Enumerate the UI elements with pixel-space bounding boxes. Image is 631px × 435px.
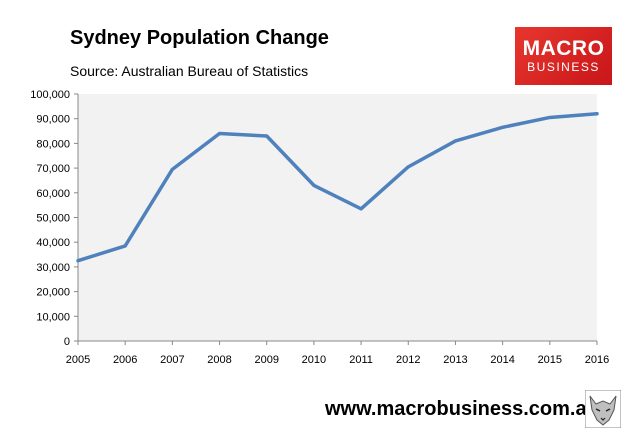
x-tick-label: 2012	[396, 354, 420, 366]
data-point	[359, 207, 363, 211]
data-point	[406, 165, 410, 169]
data-point	[548, 115, 552, 119]
data-point	[123, 244, 127, 248]
footer-url: www.macrobusiness.com.au	[325, 398, 599, 420]
chart-subtitle: Source: Australian Bureau of Statistics	[70, 63, 309, 79]
x-tick-label: 2006	[113, 354, 137, 366]
series-line	[76, 112, 599, 263]
wolf-face-icon	[584, 389, 622, 429]
x-tick-label: 2016	[585, 354, 609, 366]
data-point	[170, 167, 174, 171]
x-tick-label: 2014	[490, 354, 514, 366]
y-tick-label: 40,000	[36, 237, 70, 249]
y-tick-label: 10,000	[36, 311, 70, 323]
y-tick-label: 30,000	[36, 262, 70, 274]
logo-text-macro: MACRO	[522, 36, 605, 60]
x-tick-label: 2009	[254, 354, 278, 366]
y-tick-label: 100,000	[30, 89, 70, 101]
macrobusiness-logo: MACRO BUSINESS	[515, 27, 612, 85]
y-tick-label: 0	[64, 336, 70, 348]
data-point	[218, 132, 222, 136]
y-tick-label: 20,000	[36, 287, 70, 299]
x-tick-label: 2005	[66, 354, 90, 366]
y-tick-label: 90,000	[36, 114, 70, 126]
x-tick-label: 2010	[302, 354, 326, 366]
chart-title: Sydney Population Change	[70, 27, 329, 49]
data-point	[501, 125, 505, 129]
plot-area	[78, 94, 597, 341]
logo-text-business: BUSINESS	[527, 59, 600, 74]
data-point	[312, 183, 316, 187]
y-tick-label: 70,000	[36, 163, 70, 175]
data-point	[453, 139, 457, 143]
y-tick-label: 60,000	[36, 188, 70, 200]
x-tick-label: 2013	[443, 354, 467, 366]
data-point	[265, 134, 269, 138]
data-point	[76, 259, 80, 263]
x-tick-label: 2008	[207, 354, 231, 366]
y-tick-label: 50,000	[36, 213, 70, 225]
x-tick-label: 2015	[538, 354, 562, 366]
x-tick-label: 2011	[349, 354, 373, 366]
data-point	[595, 112, 599, 116]
x-tick-label: 2007	[160, 354, 184, 366]
y-tick-label: 80,000	[36, 138, 70, 150]
